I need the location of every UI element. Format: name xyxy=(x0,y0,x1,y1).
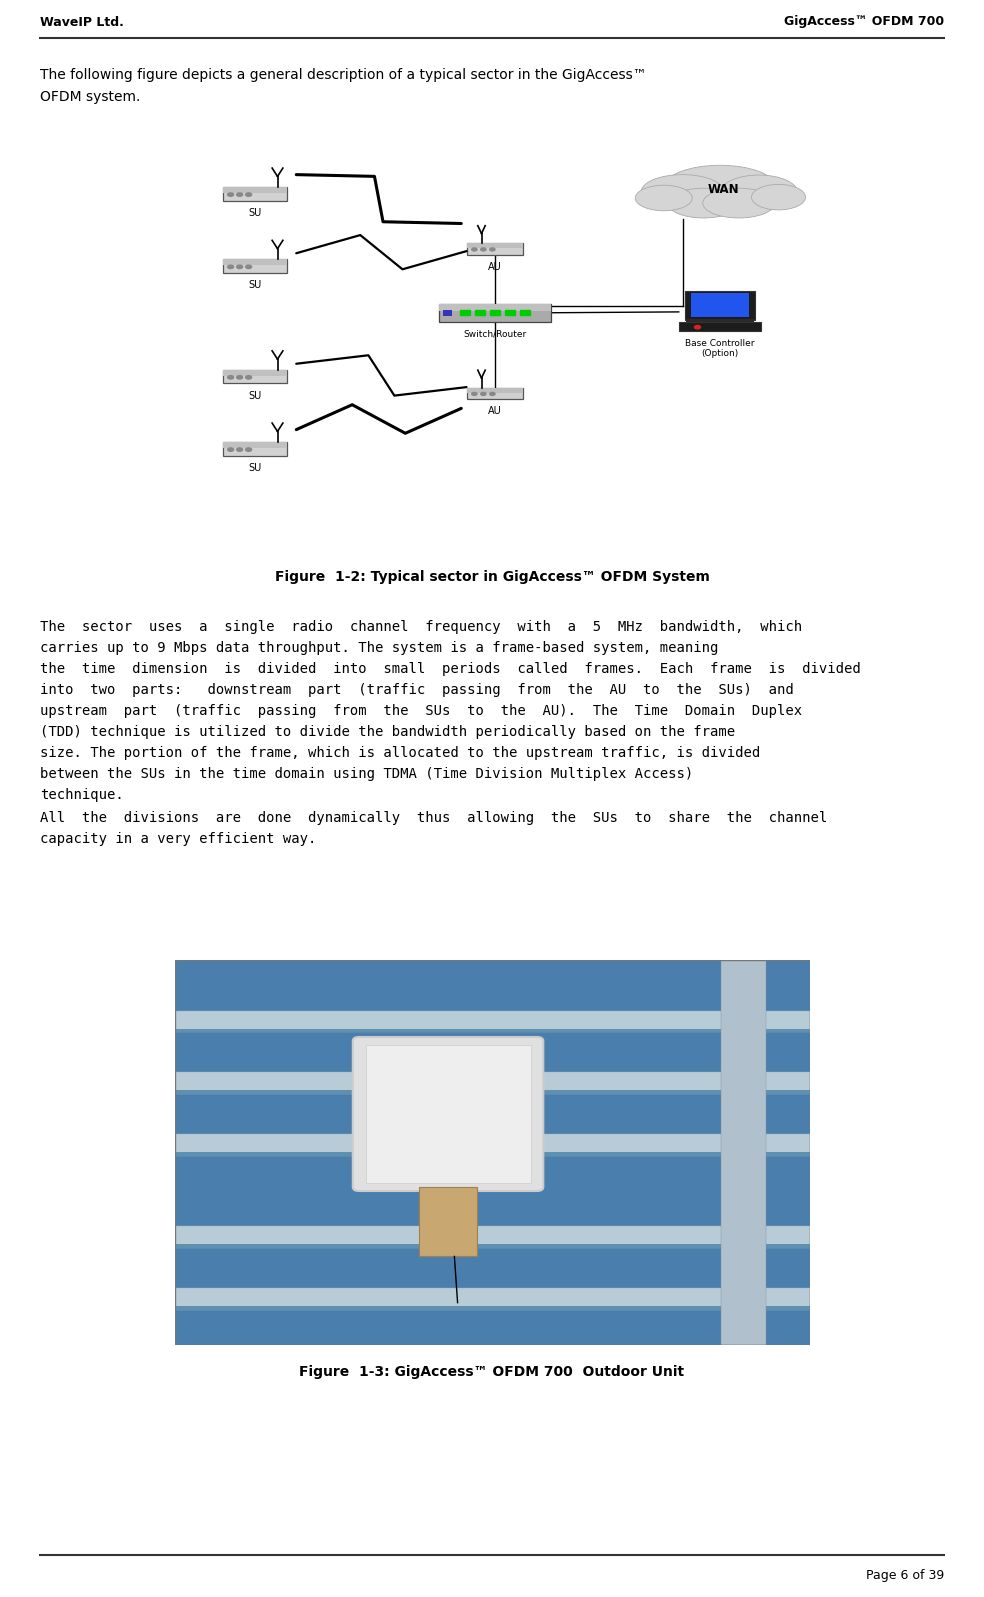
Circle shape xyxy=(227,375,233,378)
FancyBboxPatch shape xyxy=(175,1011,810,1032)
FancyBboxPatch shape xyxy=(419,1187,476,1257)
FancyBboxPatch shape xyxy=(691,294,749,316)
FancyBboxPatch shape xyxy=(223,369,287,383)
Ellipse shape xyxy=(752,184,806,209)
Text: into  two  parts:   downstream  part  (traffic  passing  from  the  AU  to  the : into two parts: downstream part (traffic… xyxy=(40,684,794,696)
FancyBboxPatch shape xyxy=(175,1091,810,1094)
Circle shape xyxy=(246,447,252,452)
Text: technique.: technique. xyxy=(40,787,124,802)
Bar xyxy=(520,310,529,315)
Text: SU: SU xyxy=(248,208,262,219)
Text: Base Controller
(Option): Base Controller (Option) xyxy=(685,339,755,358)
FancyBboxPatch shape xyxy=(466,243,523,249)
Circle shape xyxy=(227,447,233,452)
FancyBboxPatch shape xyxy=(175,960,810,1345)
FancyBboxPatch shape xyxy=(679,323,762,331)
Text: size. The portion of the frame, which is allocated to the upstream traffic, is d: size. The portion of the frame, which is… xyxy=(40,746,761,760)
Ellipse shape xyxy=(720,176,798,211)
Circle shape xyxy=(246,375,252,378)
FancyBboxPatch shape xyxy=(175,1306,810,1310)
Ellipse shape xyxy=(642,174,724,209)
Circle shape xyxy=(246,193,252,196)
Text: GigAccess™ OFDM 700: GigAccess™ OFDM 700 xyxy=(784,16,944,29)
FancyBboxPatch shape xyxy=(223,259,287,273)
FancyBboxPatch shape xyxy=(466,388,523,399)
FancyBboxPatch shape xyxy=(175,1151,810,1156)
FancyBboxPatch shape xyxy=(721,960,766,1345)
FancyBboxPatch shape xyxy=(175,1073,810,1094)
Circle shape xyxy=(227,265,233,268)
FancyBboxPatch shape xyxy=(175,1134,810,1156)
Bar xyxy=(460,310,469,315)
FancyBboxPatch shape xyxy=(223,187,287,201)
Text: WaveIP Ltd.: WaveIP Ltd. xyxy=(40,16,124,29)
FancyBboxPatch shape xyxy=(175,1244,810,1247)
Ellipse shape xyxy=(664,164,776,209)
FancyBboxPatch shape xyxy=(175,1226,810,1247)
Circle shape xyxy=(490,248,495,251)
Circle shape xyxy=(481,248,486,251)
Text: The  sector  uses  a  single  radio  channel  frequency  with  a  5  MHz  bandwi: The sector uses a single radio channel f… xyxy=(40,620,802,634)
Circle shape xyxy=(246,265,252,268)
Circle shape xyxy=(490,393,495,396)
Text: upstream  part  (traffic  passing  from  the  SUs  to  the  AU).  The  Time  Dom: upstream part (traffic passing from the … xyxy=(40,704,802,719)
Circle shape xyxy=(236,375,243,378)
FancyBboxPatch shape xyxy=(439,303,551,321)
Text: Figure  1-3: GigAccess™ OFDM 700  Outdoor Unit: Figure 1-3: GigAccess™ OFDM 700 Outdoor … xyxy=(299,1365,685,1378)
Circle shape xyxy=(695,326,701,329)
FancyBboxPatch shape xyxy=(686,319,754,323)
Text: AU: AU xyxy=(488,262,502,271)
Circle shape xyxy=(236,193,243,196)
Text: the  time  dimension  is  divided  into  small  periods  called  frames.  Each  : the time dimension is divided into small… xyxy=(40,663,861,676)
Ellipse shape xyxy=(703,188,774,217)
Circle shape xyxy=(236,447,243,452)
FancyBboxPatch shape xyxy=(175,1289,810,1310)
FancyBboxPatch shape xyxy=(223,187,287,193)
Circle shape xyxy=(481,393,486,396)
Text: Switch/Router: Switch/Router xyxy=(463,329,526,339)
Text: Figure  1-2: Typical sector in GigAccess™ OFDM System: Figure 1-2: Typical sector in GigAccess™… xyxy=(275,570,709,585)
FancyBboxPatch shape xyxy=(466,388,523,393)
Ellipse shape xyxy=(636,185,693,211)
Bar xyxy=(474,310,484,315)
Text: capacity in a very efficient way.: capacity in a very efficient way. xyxy=(40,832,317,846)
Text: SU: SU xyxy=(248,391,262,401)
FancyBboxPatch shape xyxy=(466,243,523,256)
Text: OFDM system.: OFDM system. xyxy=(40,89,141,104)
Circle shape xyxy=(236,265,243,268)
FancyBboxPatch shape xyxy=(443,310,452,316)
Ellipse shape xyxy=(667,188,740,217)
Text: carries up to 9 Mbps data throughput. The system is a frame-based system, meanin: carries up to 9 Mbps data throughput. Th… xyxy=(40,640,718,655)
FancyBboxPatch shape xyxy=(365,1044,530,1183)
FancyBboxPatch shape xyxy=(353,1036,543,1191)
Text: WAN: WAN xyxy=(707,184,740,196)
Text: All  the  divisions  are  done  dynamically  thus  allowing  the  SUs  to  share: All the divisions are done dynamically t… xyxy=(40,811,828,826)
FancyBboxPatch shape xyxy=(223,442,287,455)
Bar xyxy=(505,310,515,315)
Text: between the SUs in the time domain using TDMA (Time Division Multiplex Access): between the SUs in the time domain using… xyxy=(40,767,694,781)
FancyBboxPatch shape xyxy=(223,369,287,375)
FancyBboxPatch shape xyxy=(175,1028,810,1032)
Text: (TDD) technique is utilized to divide the bandwidth periodically based on the fr: (TDD) technique is utilized to divide th… xyxy=(40,725,735,739)
Text: The following figure depicts a general description of a typical sector in the Gi: The following figure depicts a general d… xyxy=(40,69,646,81)
Circle shape xyxy=(471,248,477,251)
Text: SU: SU xyxy=(248,463,262,473)
Text: Page 6 of 39: Page 6 of 39 xyxy=(866,1568,944,1581)
Text: SU: SU xyxy=(248,281,262,291)
FancyBboxPatch shape xyxy=(439,303,551,311)
FancyBboxPatch shape xyxy=(685,291,756,319)
FancyBboxPatch shape xyxy=(223,259,287,265)
Text: AU: AU xyxy=(488,406,502,417)
Bar xyxy=(490,310,500,315)
Circle shape xyxy=(471,393,477,396)
Circle shape xyxy=(227,193,233,196)
FancyBboxPatch shape xyxy=(223,442,287,449)
